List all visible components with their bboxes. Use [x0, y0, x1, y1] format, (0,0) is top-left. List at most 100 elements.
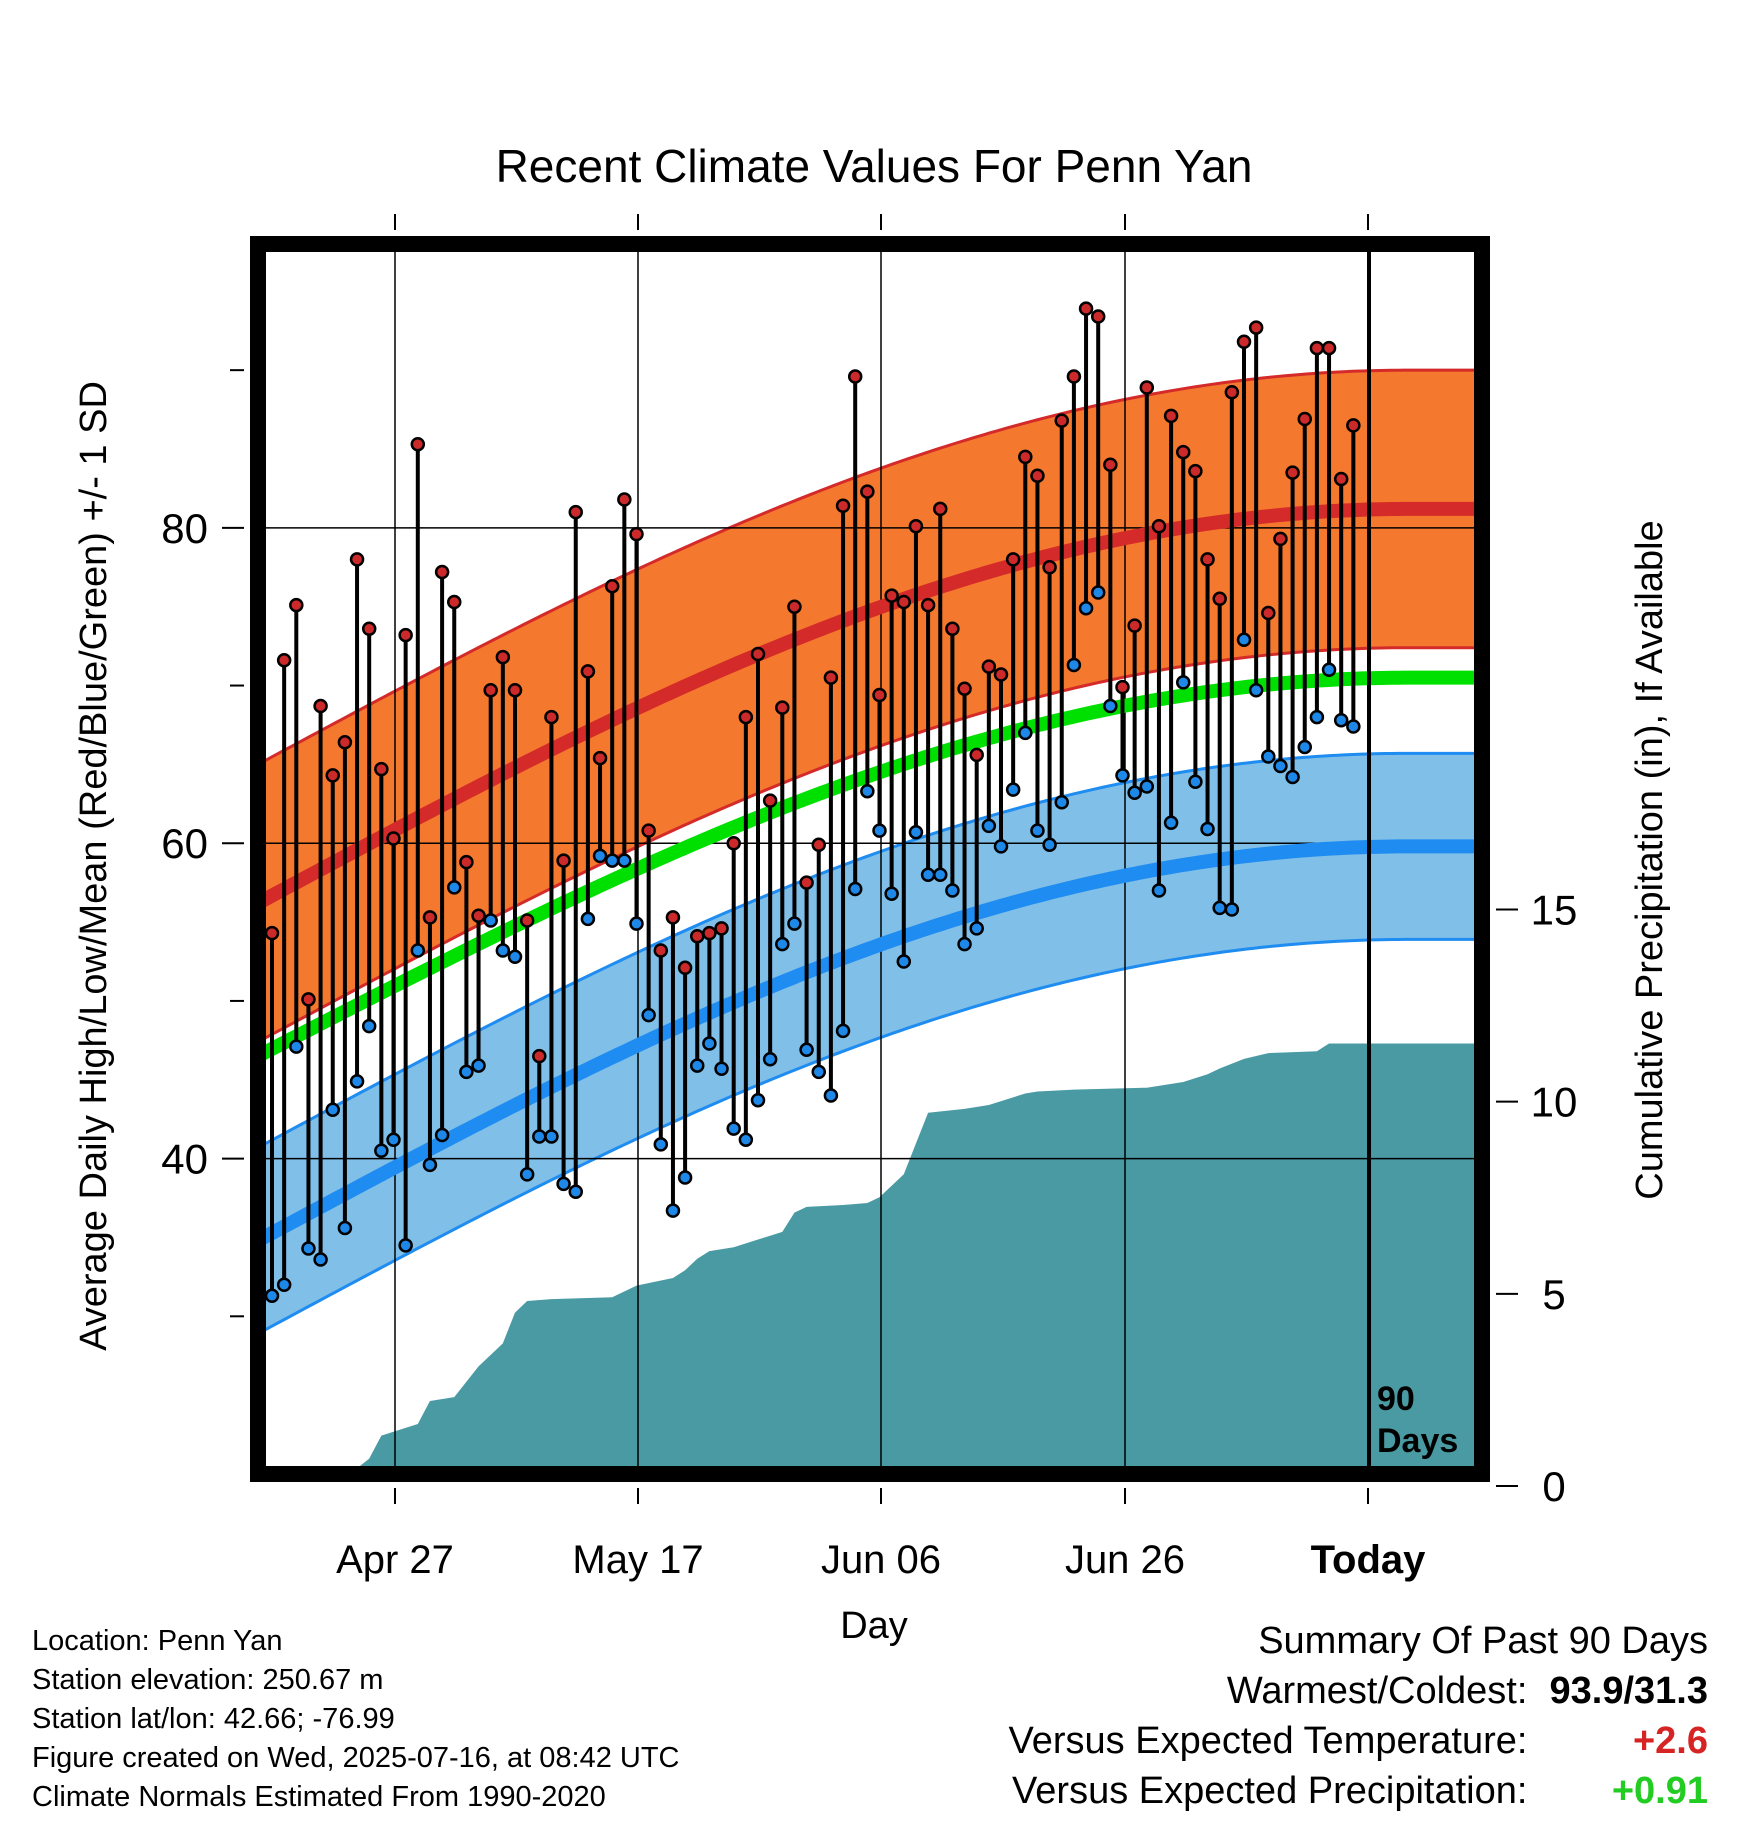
- daily-high-point: [1115, 679, 1130, 695]
- daily-high-point: [945, 621, 960, 637]
- daily-high-point: [750, 646, 766, 662]
- daily-high-point: [1005, 552, 1021, 567]
- precip-cumulative-area: [258, 1043, 1476, 1474]
- daily-low-point: [823, 1088, 839, 1103]
- daily-low-point: [993, 839, 1009, 854]
- info-location: Location: Penn Yan: [32, 1625, 283, 1657]
- daily-high-point: [483, 683, 498, 698]
- daily-low-point: [1054, 794, 1069, 810]
- daily-low-point: [301, 1241, 316, 1256]
- precipitation-area: [258, 1043, 1476, 1474]
- daily-high-point: [665, 910, 681, 925]
- daily-high-point: [811, 837, 826, 853]
- daily-low-point: [1103, 698, 1118, 714]
- y-tick-label: 80: [161, 505, 208, 552]
- daily-high-point: [872, 687, 887, 703]
- daily-low-point: [738, 1132, 754, 1147]
- daily-high-point: [714, 921, 729, 936]
- daily-low-point: [1176, 675, 1191, 690]
- daily-high-point: [459, 854, 474, 870]
- daily-high-point: [604, 578, 620, 594]
- daily-high-point: [787, 599, 802, 614]
- daily-low-point: [495, 943, 511, 958]
- daily-low-point: [1224, 902, 1240, 917]
- daily-low-point: [1066, 657, 1082, 673]
- daily-high-point: [410, 437, 426, 452]
- daily-high-point: [1176, 444, 1191, 460]
- daily-high-point: [1285, 465, 1300, 480]
- daily-high-point: [738, 709, 754, 725]
- daily-low-point: [422, 1157, 438, 1173]
- daily-low-point: [1200, 821, 1215, 837]
- axis-ticks: 40 60 80 0 5 10 15 Apr 27 May 17 Jun 06 Jun 26 Toda…: [161, 214, 1577, 1582]
- daily-high-point: [349, 552, 365, 567]
- summary-temp-value: +2.6: [1632, 1720, 1708, 1762]
- daily-low-point: [1005, 782, 1021, 797]
- daily-low-point: [969, 921, 984, 936]
- summary-warmest-label: Warmest/Coldest:: [1226, 1670, 1528, 1712]
- daily-low-point: [1078, 601, 1094, 616]
- daily-high-point: [1212, 591, 1227, 607]
- daily-low-point: [1346, 719, 1361, 734]
- daily-high-point: [981, 659, 997, 674]
- daily-high-point: [337, 735, 353, 750]
- daily-high-point: [969, 747, 984, 763]
- daily-high-point: [702, 925, 717, 941]
- daily-high-point: [629, 526, 644, 542]
- daily-high-point: [1273, 531, 1288, 547]
- daily-high-point: [519, 913, 535, 928]
- daily-low-point: [641, 1007, 656, 1023]
- daily-low-point: [507, 949, 523, 965]
- summary-panel: Summary Of Past 90 Days Warmest/Coldest:…: [1009, 1616, 1708, 1816]
- daily-low-point: [860, 783, 875, 799]
- daily-low-point: [1163, 815, 1179, 830]
- daily-high-point: [617, 492, 632, 507]
- y-tick-label: 40: [161, 1136, 208, 1183]
- y-axis-label: Average Daily High/Low/Mean (Red/Blue/Gr…: [73, 381, 115, 1351]
- daily-low-point: [1127, 785, 1142, 801]
- daily-high-point: [1139, 380, 1155, 395]
- daily-low-point: [459, 1064, 474, 1080]
- daily-low-point: [1321, 662, 1337, 678]
- daily-high-point: [544, 709, 559, 725]
- daily-low-point: [580, 911, 596, 927]
- daily-high-point: [361, 621, 377, 637]
- daily-low-point: [386, 1132, 401, 1147]
- daily-high-point: [884, 588, 899, 603]
- daily-high-point: [775, 700, 790, 715]
- daily-high-point: [908, 519, 924, 534]
- daily-high-point: [835, 498, 851, 514]
- daily-high-point: [1103, 457, 1118, 473]
- daily-high-point: [1309, 340, 1325, 356]
- daily-high-point: [580, 664, 596, 679]
- daily-high-point: [374, 761, 389, 777]
- daily-high-point: [1078, 301, 1094, 316]
- daily-low-point: [1248, 683, 1264, 698]
- summary-warmest-value: 93.9/31.3: [1549, 1670, 1708, 1712]
- daily-low-point: [933, 867, 948, 883]
- daily-low-point: [1151, 883, 1167, 898]
- daily-low-point: [762, 1052, 778, 1067]
- info-latlon: Station lat/lon: 42.66; -76.99: [32, 1703, 395, 1735]
- daily-high-point: [993, 667, 1009, 682]
- daily-high-point: [1054, 413, 1069, 428]
- daily-high-point: [1321, 340, 1337, 356]
- info-created: Figure created on Wed, 2025-07-16, at 08…: [32, 1742, 680, 1774]
- daily-low-point: [1297, 739, 1312, 755]
- daily-high-point: [313, 698, 328, 714]
- daily-high-point: [592, 750, 608, 766]
- station-info: Location: Penn Yan Station elevation: 25…: [32, 1622, 680, 1817]
- daily-low-point: [1212, 900, 1227, 916]
- daily-high-point: [434, 564, 450, 580]
- daily-low-point: [702, 1036, 717, 1051]
- daily-high-point: [920, 597, 936, 613]
- chart-title: Recent Climate Values For Penn Yan: [496, 140, 1253, 192]
- daily-low-point: [447, 880, 462, 895]
- summary-precip-value: +0.91: [1611, 1770, 1708, 1812]
- summary-warmest-row: Warmest/Coldest: 93.9/31.3: [1009, 1666, 1708, 1716]
- daily-high-point: [933, 501, 948, 517]
- daily-low-point: [483, 913, 498, 928]
- daily-low-point: [1030, 823, 1045, 838]
- daily-low-point: [1261, 749, 1276, 764]
